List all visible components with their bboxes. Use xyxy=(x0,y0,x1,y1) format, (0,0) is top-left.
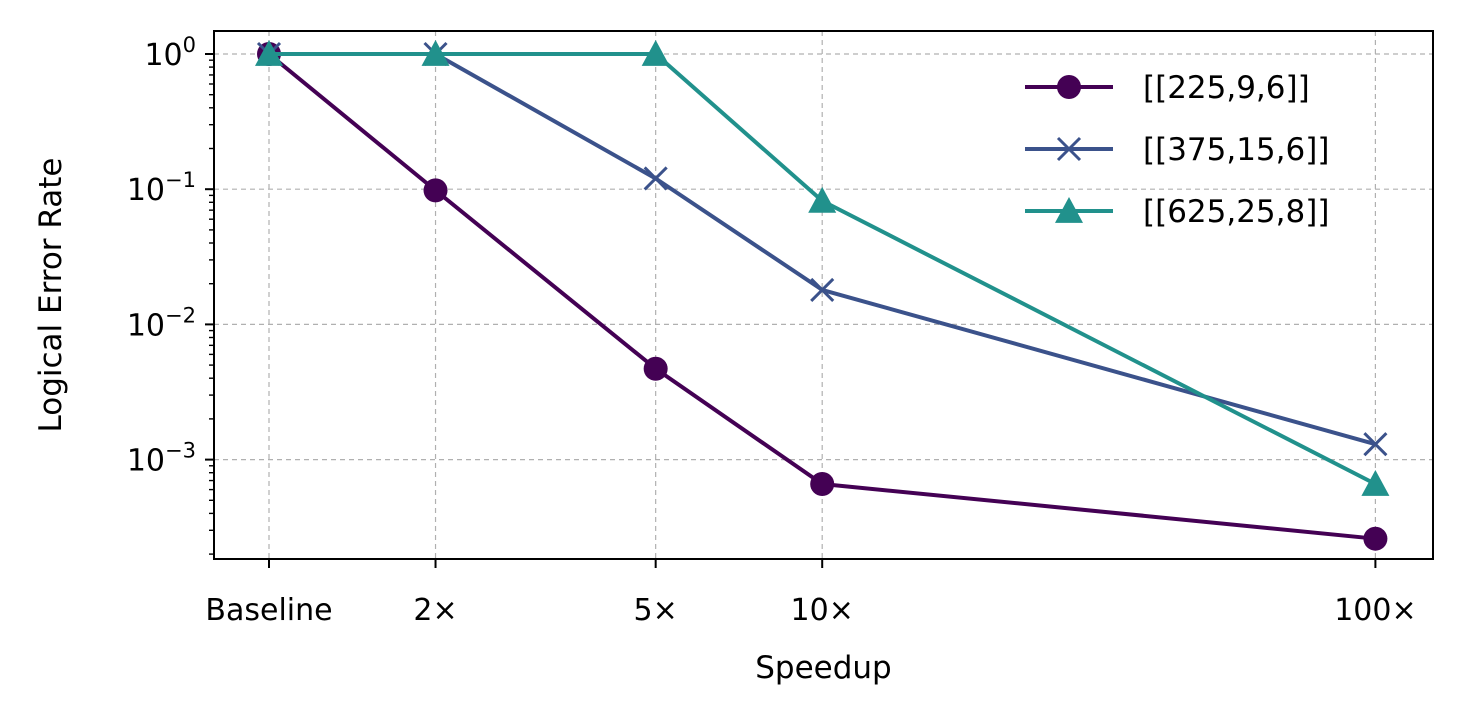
x-marker xyxy=(643,166,668,191)
legend-item: [[625,25,8]] xyxy=(1025,194,1329,230)
x-tick-label: 2× xyxy=(413,593,457,628)
series-layer xyxy=(255,40,1390,551)
y-tick-label: 10−1 xyxy=(127,168,196,208)
x-marker xyxy=(1056,136,1082,162)
triangle-marker xyxy=(1361,469,1390,496)
x-marker xyxy=(810,277,835,302)
legend-item: [[225,9,6]] xyxy=(1025,70,1310,106)
triangle-marker xyxy=(421,40,450,66)
x-tick-label: Baseline xyxy=(205,593,332,628)
circle-marker xyxy=(810,471,835,496)
x-tick-label: 10× xyxy=(791,593,854,628)
circle-marker xyxy=(643,356,668,381)
triangle-marker xyxy=(808,186,837,213)
triangle-marker xyxy=(1055,197,1083,223)
legend-item: [[375,15,6]] xyxy=(1025,132,1329,168)
triangle-marker xyxy=(641,40,670,66)
circle-marker xyxy=(1363,526,1388,551)
series-3 xyxy=(255,40,1390,496)
circle-marker xyxy=(423,178,448,203)
series-1 xyxy=(257,42,1388,551)
y-tick-label: 10−3 xyxy=(127,439,196,479)
y-tick-label: 100 xyxy=(144,33,196,73)
y-axis-label: Logical Error Rate xyxy=(33,158,69,433)
legend: [[225,9,6]] [[375,15,6]] [[625,25,8]] xyxy=(1025,70,1329,230)
x-tick-label: 5× xyxy=(634,593,678,628)
legend-label: [[375,15,6]] xyxy=(1143,132,1329,168)
y-tick-label: 10−2 xyxy=(127,303,196,343)
x-marker xyxy=(1363,432,1388,457)
triangle-marker xyxy=(255,40,283,66)
x-axis-label: Speedup xyxy=(755,650,892,686)
axes: Baseline 2× 5× 10× 100× 100 10−1 10−2 10−3 xyxy=(127,33,1417,628)
grid xyxy=(214,31,1433,559)
plot-frame xyxy=(213,30,1434,560)
circle-marker xyxy=(1057,75,1081,99)
legend-label: [[625,25,8]] xyxy=(1143,194,1329,230)
x-tick-label: 100× xyxy=(1334,593,1416,628)
legend-label: [[225,9,6]] xyxy=(1143,70,1310,106)
